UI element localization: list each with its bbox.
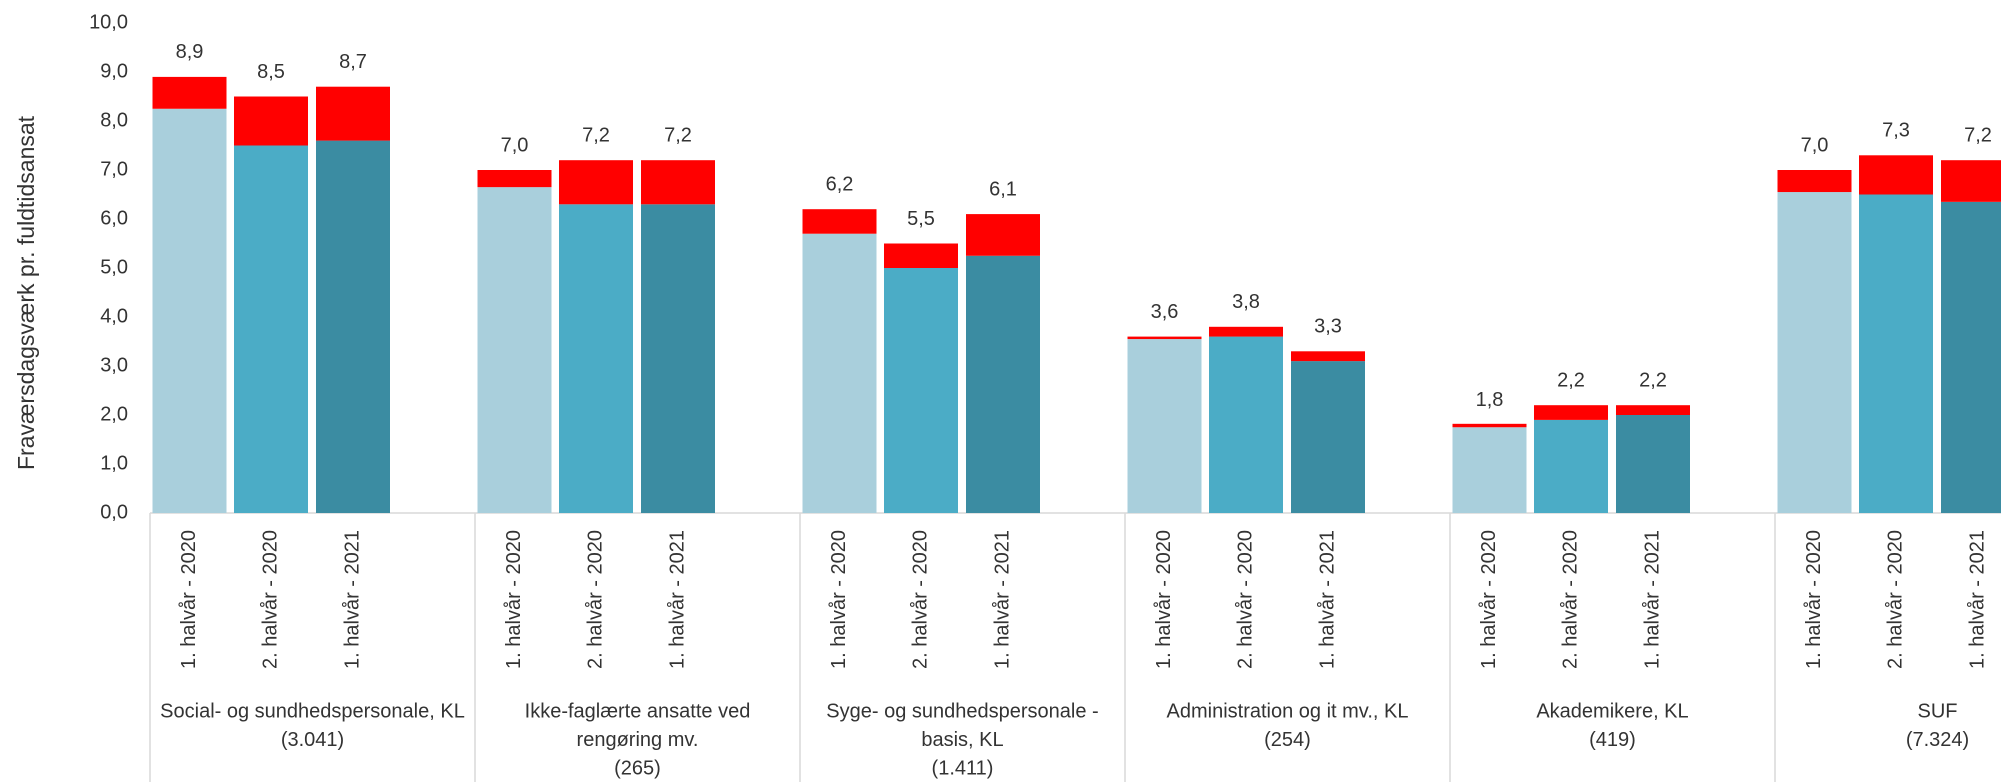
bar-segment — [1616, 405, 1690, 415]
group-label: (265) — [614, 757, 661, 779]
total-label: 7,2 — [582, 124, 610, 146]
period-label: 1. halvår - 2021 — [1966, 530, 1988, 669]
group-label: rengøring mv. — [577, 729, 699, 751]
period-label: 1. halvår - 2021 — [991, 530, 1013, 669]
bar-segment — [1616, 415, 1690, 513]
y-tick-label: 1,0 — [100, 452, 128, 474]
bar-segment — [559, 160, 633, 205]
y-axis-label: Fraværsdagsværk pr. fuldtidsansat — [13, 115, 39, 470]
bar-segment — [802, 233, 877, 513]
period-label: 1. halvår - 2020 — [178, 530, 200, 669]
bar-segment — [1452, 423, 1527, 428]
bar-segment — [1209, 336, 1283, 513]
period-label: 1. halvår - 2020 — [1153, 530, 1175, 669]
group-label: basis, KL — [921, 729, 1003, 751]
period-label: 1. halvår - 2021 — [1641, 530, 1663, 669]
bar-segment — [477, 187, 552, 513]
bar-segment — [477, 170, 552, 188]
bar-segment — [1941, 160, 2001, 202]
y-tick-label: 2,0 — [100, 403, 128, 425]
group-label: (3.041) — [281, 729, 344, 751]
bar-segment — [641, 160, 715, 205]
bar-segment — [641, 204, 715, 514]
bar-segment — [966, 255, 1040, 513]
group-label: (7.324) — [1906, 729, 1969, 751]
y-tick-label: 10,0 — [89, 11, 128, 33]
bar-segment — [1534, 419, 1608, 513]
period-label: 1. halvår - 2020 — [1803, 530, 1825, 669]
bar-segment — [152, 76, 227, 109]
bar-segment — [884, 268, 958, 513]
total-label: 7,0 — [1801, 134, 1829, 156]
bar-segment — [559, 204, 633, 514]
group-label: (419) — [1589, 729, 1636, 751]
total-label: 7,0 — [501, 134, 529, 156]
total-label: 7,3 — [1882, 120, 1910, 142]
group-label: Syge- og sundhedspersonale - — [826, 700, 1098, 722]
bar-segment — [1209, 326, 1283, 337]
total-label: 2,2 — [1557, 369, 1585, 391]
group-label: SUF — [1918, 700, 1958, 722]
bar-segment — [316, 86, 390, 141]
y-tick-label: 9,0 — [100, 60, 128, 82]
period-label: 2. halvår - 2020 — [259, 530, 281, 669]
bar-segment — [234, 145, 308, 513]
period-label: 2. halvår - 2020 — [1559, 530, 1581, 669]
bar-segment — [802, 209, 877, 234]
total-label: 7,2 — [664, 124, 692, 146]
bar-segment — [1291, 361, 1365, 513]
bar-segment — [1291, 351, 1365, 362]
period-label: 1. halvår - 2020 — [503, 530, 525, 669]
group-label: Ikke-faglærte ansatte ved — [525, 700, 751, 722]
bar-segment — [884, 243, 958, 268]
group-label: Social- og sundhedspersonale, KL — [160, 700, 465, 722]
period-label: 2. halvår - 2020 — [909, 530, 931, 669]
bar-segment — [1941, 201, 2001, 513]
bar-segment — [1777, 170, 1852, 193]
y-tick-label: 6,0 — [100, 207, 128, 229]
y-tick-label: 7,0 — [100, 158, 128, 180]
bar-segment — [1859, 194, 1933, 513]
period-label: 2. halvår - 2020 — [584, 530, 606, 669]
y-tick-label: 3,0 — [100, 354, 128, 376]
bar-segment — [1859, 155, 1933, 195]
total-label: 8,7 — [339, 51, 367, 73]
y-tick-label: 5,0 — [100, 256, 128, 278]
period-label: 1. halvår - 2020 — [1478, 530, 1500, 669]
period-label: 1. halvår - 2020 — [828, 530, 850, 669]
bar-segment — [234, 96, 308, 146]
total-label: 8,5 — [257, 61, 285, 83]
period-label: 2. halvår - 2020 — [1234, 530, 1256, 669]
period-label: 1. halvår - 2021 — [341, 530, 363, 669]
group-label: (254) — [1264, 729, 1311, 751]
total-label: 1,8 — [1476, 389, 1504, 411]
group-label: Akademikere, KL — [1536, 700, 1688, 722]
total-label: 7,2 — [1964, 124, 1992, 146]
y-tick-label: 0,0 — [100, 501, 128, 523]
period-label: 1. halvår - 2021 — [1316, 530, 1338, 669]
group-label: (1.411) — [932, 757, 994, 779]
bar-segment — [1127, 339, 1202, 513]
bar-segment — [1452, 427, 1527, 513]
group-label: Administration og it mv., KL — [1167, 700, 1409, 722]
bar-segment — [1127, 336, 1202, 340]
y-tick-label: 8,0 — [100, 109, 128, 131]
bar-segment — [316, 140, 390, 513]
bar-segment — [152, 108, 227, 513]
period-label: 1. halvår - 2021 — [666, 530, 688, 669]
total-label: 6,2 — [826, 173, 854, 195]
total-label: 8,9 — [176, 41, 204, 63]
bar-segment — [966, 214, 1040, 256]
total-label: 5,5 — [907, 208, 935, 230]
total-label: 3,6 — [1151, 301, 1179, 323]
total-label: 3,3 — [1314, 316, 1342, 338]
period-label: 2. halvår - 2020 — [1884, 530, 1906, 669]
y-tick-label: 4,0 — [100, 305, 128, 327]
total-label: 3,8 — [1232, 291, 1260, 313]
bar-segment — [1534, 405, 1608, 420]
total-label: 6,1 — [989, 178, 1017, 200]
total-label: 2,2 — [1639, 369, 1667, 391]
bar-segment — [1777, 192, 1852, 514]
